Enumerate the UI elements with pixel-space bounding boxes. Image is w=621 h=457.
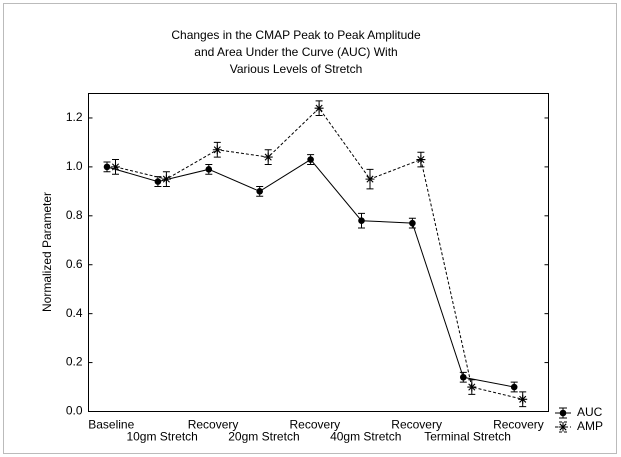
frame [3, 3, 617, 454]
x-tick-label: Recovery [391, 418, 442, 432]
chart-title: Various Levels of Stretch [230, 62, 363, 76]
legend-marker [559, 409, 567, 417]
data-point [307, 156, 314, 163]
x-tick-label: Recovery [188, 418, 239, 432]
data-point [358, 217, 365, 224]
data-point [154, 178, 162, 185]
data-point [416, 155, 426, 165]
x-tick-label: 10gm Stretch [126, 430, 197, 444]
data-point [510, 383, 518, 391]
y-tick-label: 1.0 [66, 159, 83, 173]
y-tick-label: 0.0 [66, 404, 83, 418]
x-tick-label: Recovery [493, 418, 544, 432]
legend-label: AUC [577, 405, 603, 419]
data-point [256, 188, 264, 195]
chart-title: and Area Under the Curve (AUC) With [194, 45, 397, 59]
data-point [111, 162, 120, 172]
data-point [467, 382, 477, 392]
chart-title: Changes in the CMAP Peak to Peak Amplitu… [171, 28, 421, 42]
y-tick-label: 0.8 [66, 208, 83, 222]
x-tick-label: Recovery [290, 418, 341, 432]
x-tick-label: 20gm Stretch [228, 430, 299, 444]
legend-marker [558, 422, 568, 432]
y-tick-label: 1.2 [66, 110, 83, 124]
data-point [518, 394, 528, 404]
x-tick-label: Terminal Stretch [424, 430, 511, 444]
data-point [103, 163, 111, 171]
data-point [365, 174, 375, 184]
y-tick-label: 0.6 [66, 257, 83, 271]
y-axis-label: Normalized Parameter [40, 192, 54, 312]
data-point [409, 219, 416, 227]
data-point [314, 103, 324, 113]
data-point [263, 152, 273, 162]
data-point [460, 373, 467, 381]
data-point [212, 145, 222, 155]
y-tick-label: 0.4 [66, 306, 83, 320]
data-point [161, 174, 171, 184]
data-point [205, 166, 213, 173]
x-tick-label: Baseline [88, 418, 134, 432]
legend-label: AMP [577, 419, 603, 433]
plot-area [88, 93, 549, 412]
series-line [115, 107, 523, 400]
y-tick-label: 0.2 [66, 355, 83, 369]
x-tick-label: 40gm Stretch [330, 430, 401, 444]
